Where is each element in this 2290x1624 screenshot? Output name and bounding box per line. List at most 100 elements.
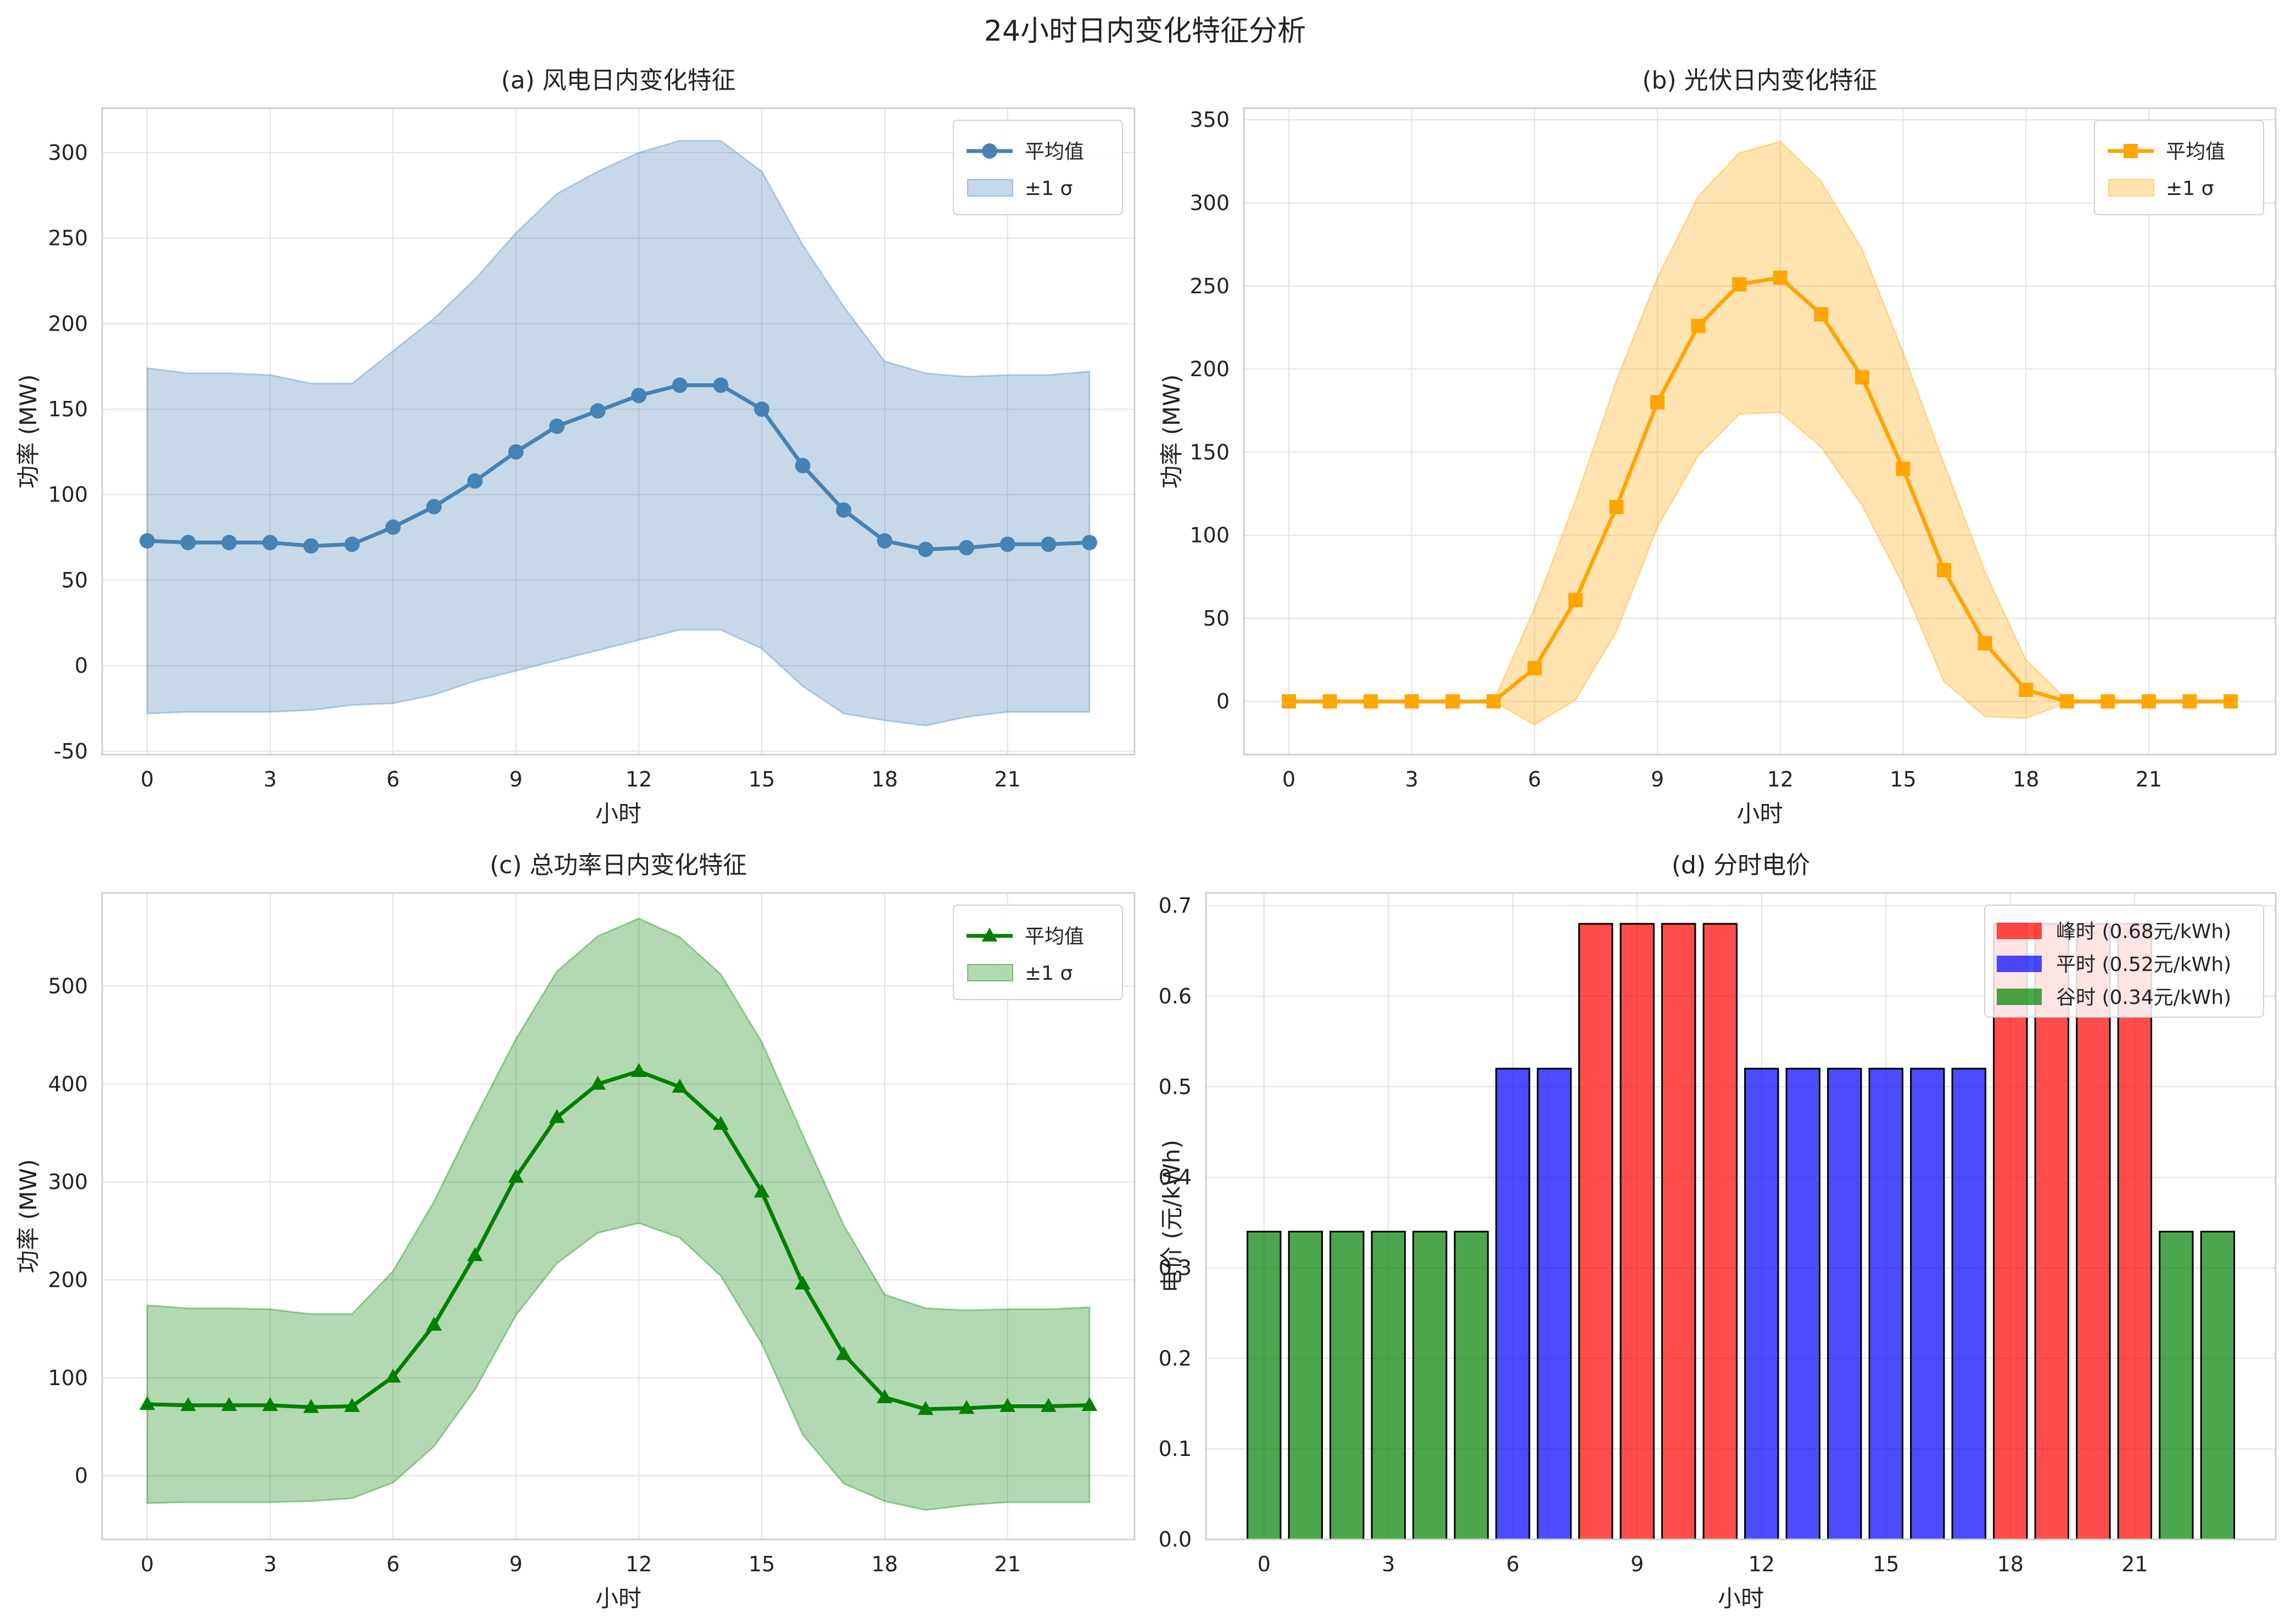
y-tick-label: 0 [1216,689,1230,713]
mean-point [795,457,811,473]
y-tick-label: 50 [62,568,88,592]
price-bar [1910,1068,1945,1541]
mean-point [180,534,196,550]
y-tick-label: 300 [48,141,88,165]
price-bar [1702,923,1738,1541]
y-tick-label: 0.2 [1159,1346,1192,1370]
x-axis-label: 小时 [595,800,641,827]
mean-point [590,1075,606,1090]
mean-line [147,1069,1090,1411]
mean-point [918,542,934,557]
legend-marker-swatch [982,143,997,159]
x-tick-label: 15 [749,767,775,791]
mean-point [795,1275,811,1290]
mean-point [221,1397,237,1411]
mean-point [344,1398,360,1412]
x-tick-label: 3 [1405,767,1418,791]
mean-point [549,1109,565,1123]
axes-frame [1243,107,2277,756]
x-axis-label: 小时 [1718,1585,1764,1612]
y-tick-label: 300 [48,1170,88,1194]
legend-box [953,120,1123,215]
mean-point [180,1397,196,1411]
x-tick-label: 6 [1528,767,1541,791]
mean-point [2019,682,2034,697]
price-bar [1288,1231,1323,1541]
price-bar [2159,1231,2194,1541]
price-bar [1537,1068,1572,1541]
legend-label: 峰时 (0.68元/kWh) [2056,920,2231,943]
y-axis-label: 功率 (MW) [15,375,42,489]
legend-swatch [1997,989,2042,1005]
mean-point [385,519,401,535]
x-tick-label: 12 [1767,767,1794,791]
y-tick-label: 150 [1189,440,1230,464]
legend: 平均值 ±1 σ [953,120,1123,215]
legend-band-label: ±1 σ [1025,962,1073,985]
y-tick-label: 0.6 [1159,984,1192,1008]
x-axis-label: 小时 [1736,800,1783,827]
price-bar [1330,1231,1365,1541]
x-tick-label: 0 [141,1552,154,1576]
sigma-band [1289,140,2231,726]
mean-point [1041,1398,1057,1412]
price-bar [1744,1068,1779,1541]
mean-point [139,1396,155,1410]
mean-point [1609,500,1624,515]
mean-point [303,538,319,554]
x-tick-label: 21 [995,767,1021,791]
x-tick-label: 0 [1258,1552,1271,1576]
price-bar [1412,1231,1448,1541]
mean-point [754,401,770,417]
mean-point [918,1400,934,1415]
sigma-band [146,917,1091,1511]
legend-mean-label: 平均值 [2166,141,2225,163]
mean-point [2223,694,2238,709]
price-bar [1619,923,1655,1541]
y-tick-label: 100 [1189,523,1230,548]
mean-point [426,1316,442,1331]
legend-marker-swatch [981,928,998,942]
panel-total: 0 100 200 300 400 500 0 3 6 9 12 15 18 21 (c) 总功率日内变化特… [15,851,1136,1612]
mean-point [2101,694,2115,709]
y-tick-label: 0.5 [1159,1075,1192,1099]
y-tick-label: 400 [48,1072,88,1096]
x-tick-label: 3 [264,1552,277,1576]
mean-point [2059,694,2074,709]
price-bar [1661,923,1696,1541]
y-tick-label: 0.1 [1159,1437,1192,1461]
price-bar [2076,923,2111,1541]
legend-box [1984,905,2264,1018]
mean-point [1937,563,1952,578]
y-tick-label: 150 [48,397,88,421]
mean-point [713,1115,729,1130]
x-tick-label: 6 [1506,1552,1520,1576]
y-tick-label: 0.4 [1159,1165,1192,1190]
sigma-band [146,139,1091,727]
mean-point [713,377,729,393]
y-tick-label: 100 [48,1366,88,1390]
mean-point [303,1399,319,1413]
x-tick-label: 12 [1749,1552,1775,1576]
axes-frame [101,892,1136,1541]
y-tick-label: 0 [75,654,88,678]
legend: 峰时 (0.68元/kWh) 平时 (0.52元/kWh) 谷时 (0.34元/kW… [1984,905,2264,1018]
price-bar [1868,1068,1903,1541]
legend-box [2094,120,2264,215]
y-tick-label: 200 [1189,357,1230,381]
mean-point [1527,661,1542,676]
mean-point [344,537,360,553]
mean-point [262,1397,278,1411]
mean-point [262,534,278,550]
mean-point [1732,277,1747,292]
x-tick-label: 9 [1651,767,1664,791]
y-tick-label: 300 [1189,191,1230,215]
mean-point [1855,370,1869,385]
panel-title: (a) 风电日内变化特征 [501,66,735,94]
x-tick-label: 18 [2013,767,2039,791]
x-tick-label: 18 [872,1552,898,1576]
mean-point [1041,537,1057,553]
price-bar [1993,923,2028,1541]
mean-point [426,499,442,515]
